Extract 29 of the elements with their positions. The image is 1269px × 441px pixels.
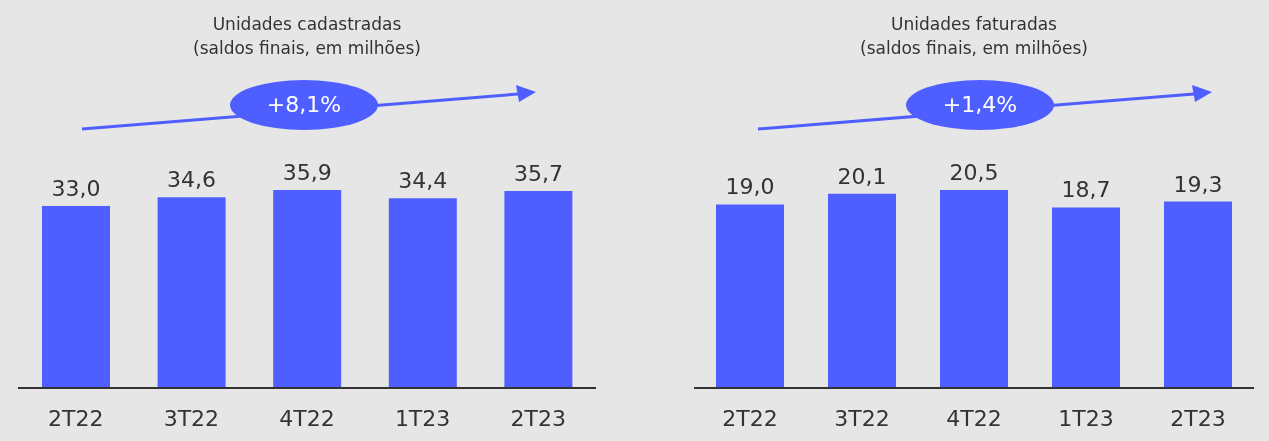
bar bbox=[1052, 207, 1120, 388]
data-label: 35,7 bbox=[513, 161, 563, 187]
x-tick-label: 2T22 bbox=[722, 405, 778, 431]
data-label: 20,5 bbox=[949, 160, 999, 185]
chart-subtitle: (saldos finais, em milhões) bbox=[859, 37, 1089, 60]
bar bbox=[1164, 201, 1232, 388]
x-tick-label: 1T23 bbox=[1058, 405, 1114, 431]
data-label: 19,0 bbox=[725, 174, 775, 200]
x-tick-label: 1T23 bbox=[394, 405, 451, 431]
x-tick-label: 3T22 bbox=[163, 405, 220, 431]
x-tick-label: 2T23 bbox=[1170, 405, 1226, 431]
data-label: 20,1 bbox=[837, 163, 887, 189]
chart-title: Unidades cadastradas bbox=[211, 13, 403, 36]
data-label: 33,0 bbox=[51, 175, 101, 201]
data-label: 34,4 bbox=[398, 168, 448, 194]
bar bbox=[828, 193, 896, 388]
bar bbox=[716, 204, 784, 388]
data-label: 18,7 bbox=[1061, 177, 1111, 203]
x-tick-label: 2T22 bbox=[48, 405, 104, 431]
data-label: 35,9 bbox=[282, 160, 332, 185]
chart-title: Unidades faturadas bbox=[890, 13, 1058, 36]
bar bbox=[940, 190, 1008, 388]
x-tick-label: 2T23 bbox=[510, 405, 566, 431]
x-tick-label: 4T22 bbox=[946, 405, 1002, 431]
chart-subtitle: (saldos finais, em milhões) bbox=[192, 37, 422, 60]
data-label: 19,3 bbox=[1173, 171, 1223, 197]
x-tick-label: 4T22 bbox=[279, 405, 335, 431]
x-tick-label: 3T22 bbox=[834, 405, 890, 431]
data-label: 34,6 bbox=[167, 167, 217, 193]
